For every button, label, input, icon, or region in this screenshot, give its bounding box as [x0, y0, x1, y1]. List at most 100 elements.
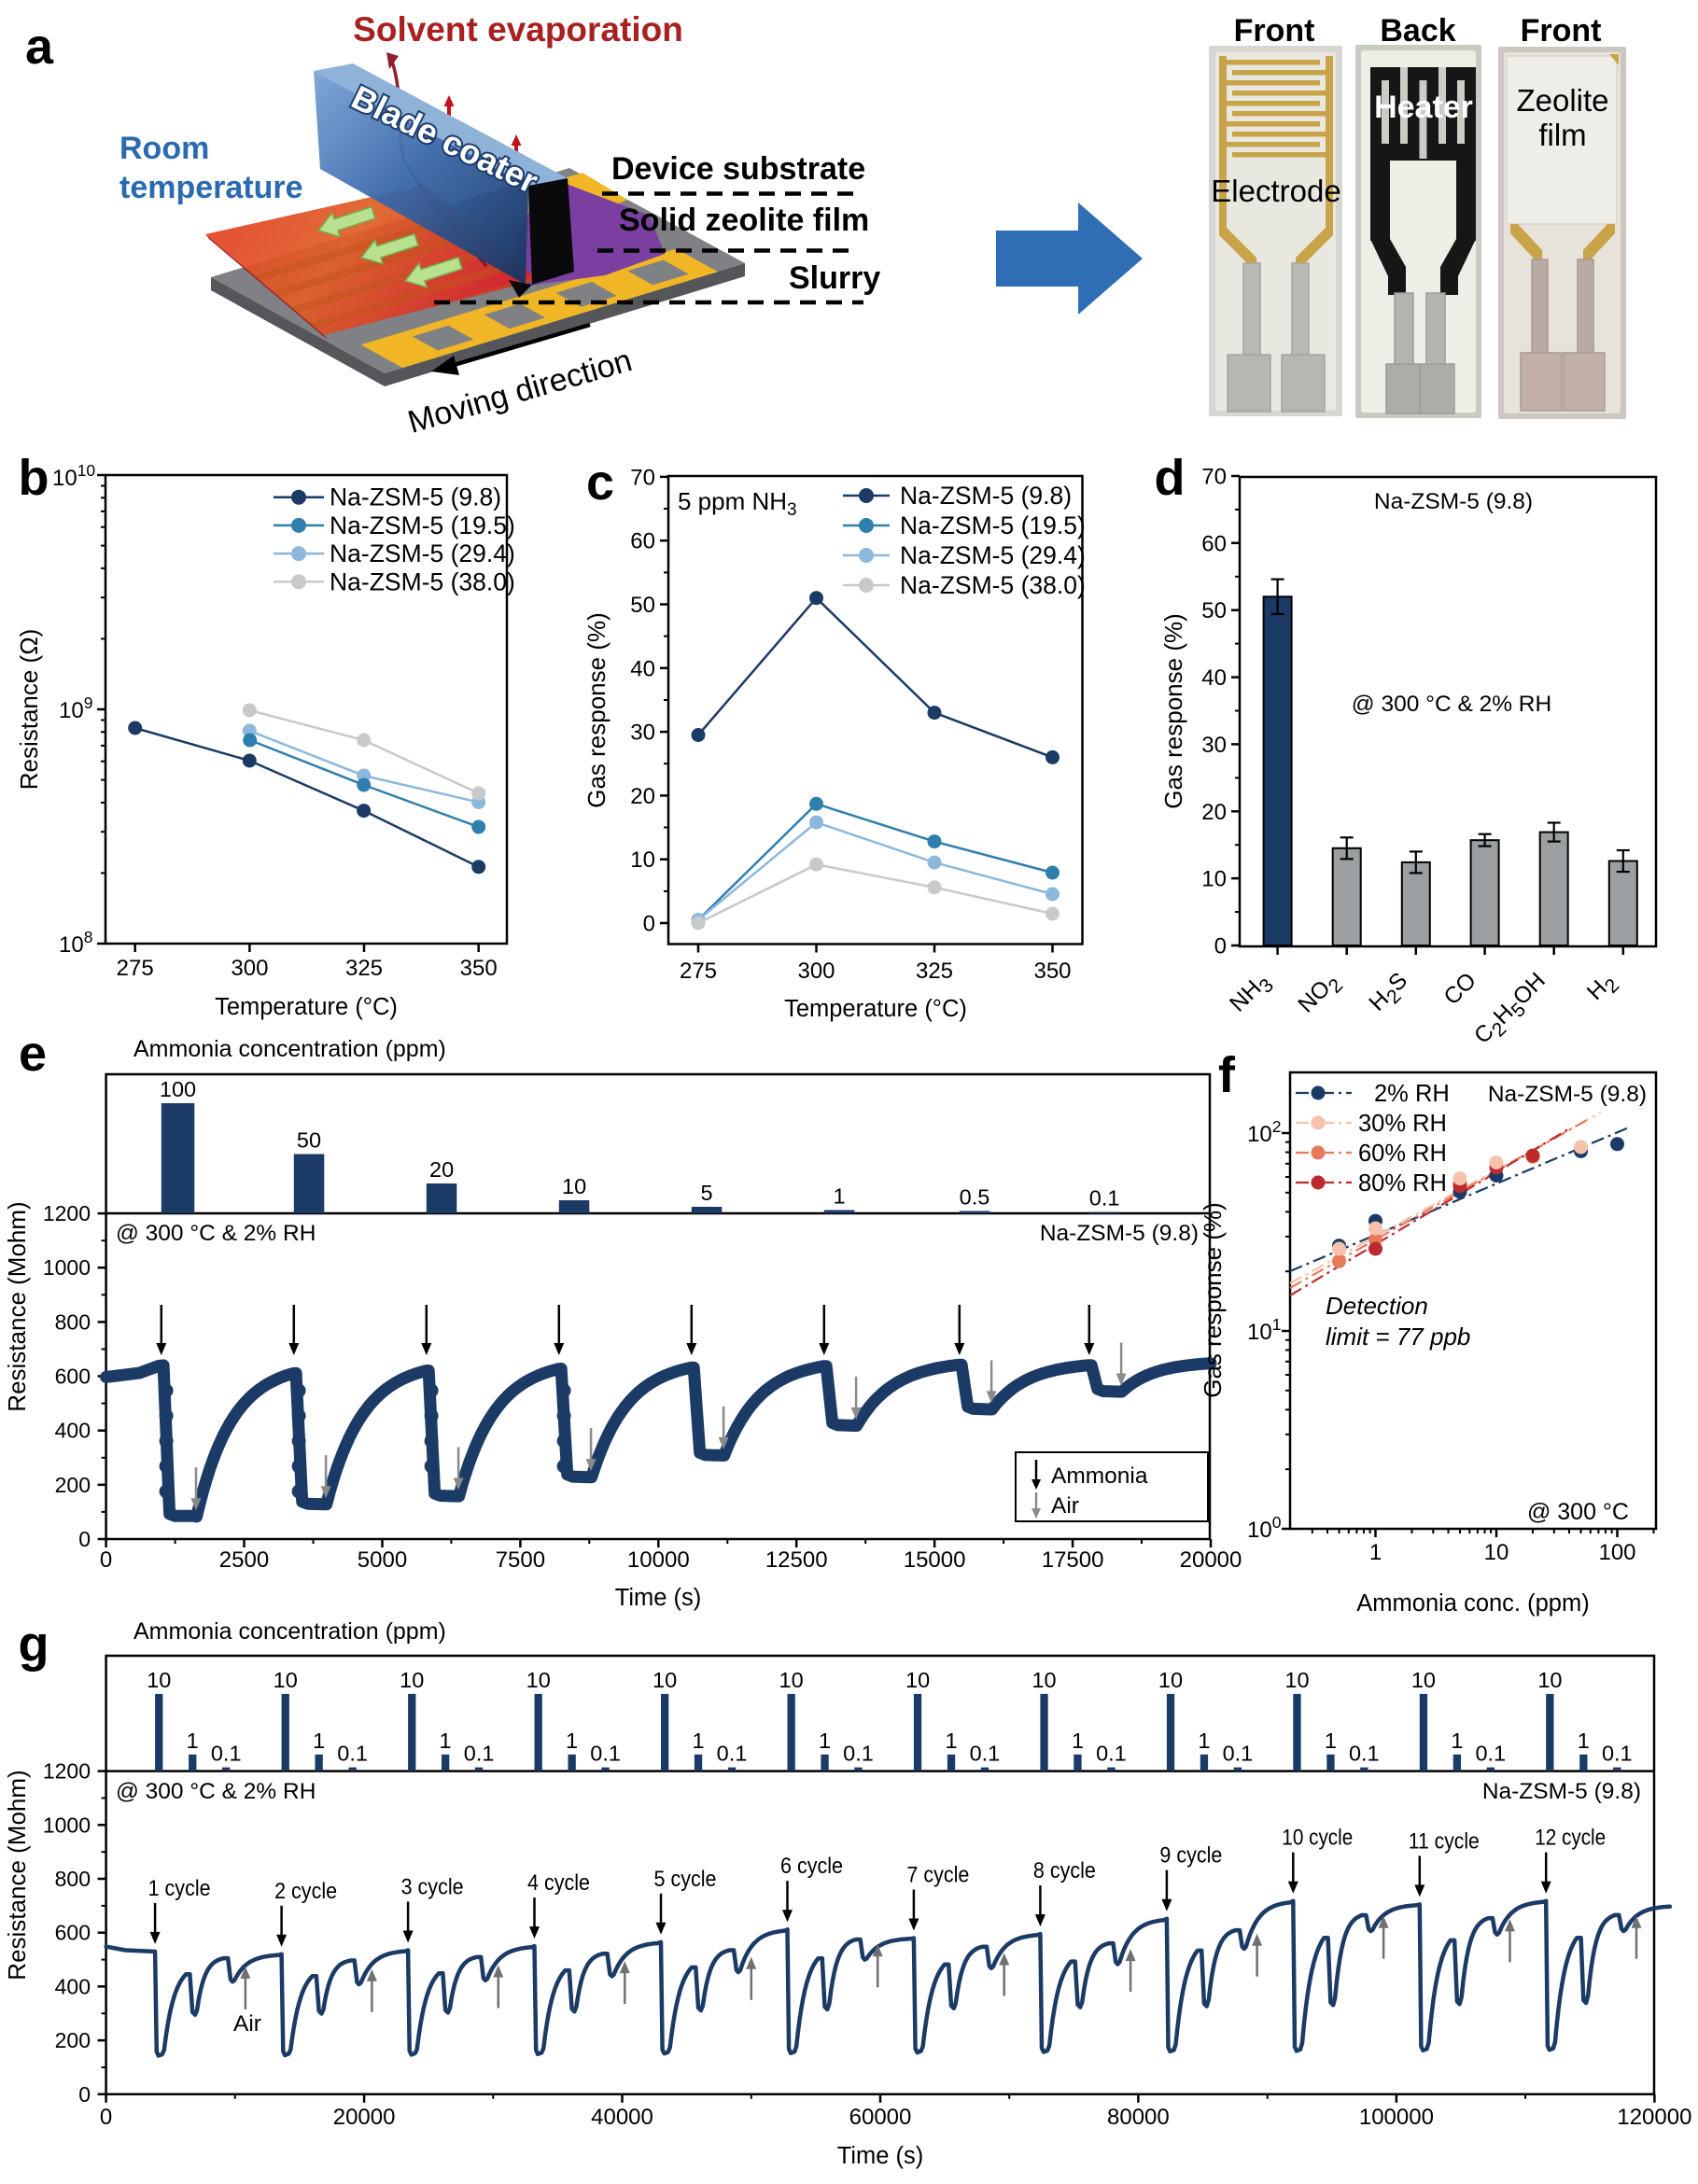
svg-text:60: 60 [1201, 531, 1227, 556]
svg-text:275: 275 [680, 959, 717, 984]
svg-text:1: 1 [566, 1729, 578, 1753]
svg-text:50: 50 [297, 1128, 321, 1153]
svg-text:b: b [19, 450, 49, 506]
svg-text:10: 10 [1484, 1540, 1509, 1565]
svg-text:1: 1 [1198, 1729, 1210, 1753]
svg-text:10: 10 [653, 1668, 677, 1692]
svg-text:1: 1 [945, 1729, 957, 1753]
svg-text:11 cycle: 11 cycle [1409, 1828, 1480, 1854]
svg-text:2 cycle: 2 cycle [274, 1879, 337, 1904]
svg-text:0.1: 0.1 [1349, 1742, 1380, 1766]
svg-text:20: 20 [1201, 800, 1227, 825]
svg-text:0: 0 [100, 1547, 112, 1573]
svg-text:30: 30 [630, 721, 655, 746]
svg-text:0.1: 0.1 [590, 1742, 621, 1766]
svg-text:10: 10 [400, 1668, 424, 1692]
svg-text:@ 300 °C: @ 300 °C [1527, 1499, 1629, 1525]
svg-text:600: 600 [55, 1365, 91, 1389]
svg-text:5000: 5000 [358, 1547, 407, 1573]
svg-text:Resistance (Ω): Resistance (Ω) [15, 629, 43, 791]
svg-text:0: 0 [643, 912, 655, 937]
svg-text:Front: Front [1234, 13, 1315, 49]
svg-text:1: 1 [313, 1729, 325, 1753]
svg-text:Device substrate: Device substrate [611, 151, 865, 187]
svg-text:40: 40 [630, 656, 655, 681]
svg-text:Na-ZSM-5 (9.8): Na-ZSM-5 (9.8) [1374, 489, 1533, 514]
svg-text:200: 200 [55, 1473, 91, 1497]
svg-text:Na-ZSM-5 (38.0): Na-ZSM-5 (38.0) [900, 571, 1086, 599]
svg-text:5 ppm NH3: 5 ppm NH3 [678, 487, 797, 520]
svg-text:Electrode: Electrode [1211, 174, 1340, 208]
svg-text:Na-ZSM-5 (19.5): Na-ZSM-5 (19.5) [900, 511, 1086, 539]
svg-text:6 cycle: 6 cycle [780, 1854, 843, 1879]
svg-text:c: c [586, 455, 614, 511]
svg-text:Time (s): Time (s) [837, 2143, 924, 2169]
svg-text:Ammonia: Ammonia [1051, 1463, 1148, 1489]
svg-text:0.1: 0.1 [464, 1742, 495, 1766]
svg-text:Air: Air [233, 2011, 261, 2037]
svg-text:Detection: Detection [1326, 1292, 1428, 1320]
svg-text:Temperature (°C): Temperature (°C) [215, 994, 398, 1020]
svg-text:0: 0 [78, 2082, 91, 2107]
svg-text:325: 325 [345, 956, 383, 981]
svg-text:Resistance (Mohm): Resistance (Mohm) [3, 1201, 31, 1411]
svg-text:f: f [1218, 1047, 1236, 1103]
svg-text:1: 1 [187, 1729, 199, 1753]
svg-text:100: 100 [160, 1077, 196, 1101]
svg-text:7 cycle: 7 cycle [906, 1863, 969, 1888]
svg-text:10: 10 [1201, 867, 1227, 892]
svg-text:Room: Room [119, 131, 209, 166]
svg-text:temperature: temperature [119, 170, 303, 205]
svg-text:g: g [19, 1617, 49, 1673]
svg-text:10: 10 [1537, 1668, 1562, 1692]
svg-text:12500: 12500 [765, 1547, 828, 1573]
svg-text:40000: 40000 [591, 2105, 653, 2130]
svg-text:Air: Air [1051, 1493, 1079, 1519]
svg-text:Zeolite: Zeolite [1516, 83, 1608, 118]
svg-text:1: 1 [1369, 1540, 1382, 1565]
svg-text:@ 300 °C & 2% RH: @ 300 °C & 2% RH [116, 1221, 316, 1246]
svg-text:30% RH: 30% RH [1358, 1111, 1447, 1137]
svg-text:300: 300 [797, 959, 835, 984]
svg-text:e: e [19, 1026, 47, 1082]
svg-text:Na-ZSM-5 (9.8): Na-ZSM-5 (9.8) [900, 482, 1072, 510]
svg-text:1: 1 [693, 1729, 705, 1753]
svg-text:10: 10 [274, 1668, 298, 1692]
svg-text:1200: 1200 [43, 1201, 91, 1225]
svg-text:1: 1 [1072, 1729, 1084, 1753]
svg-text:0: 0 [1214, 934, 1227, 959]
svg-text:d: d [1155, 450, 1186, 506]
svg-text:0.1: 0.1 [1475, 1742, 1506, 1766]
svg-text:10000: 10000 [627, 1547, 690, 1573]
svg-text:60000: 60000 [849, 2105, 912, 2130]
svg-text:120000: 120000 [1617, 2105, 1691, 2130]
svg-text:400: 400 [55, 1974, 91, 1998]
svg-text:5: 5 [701, 1181, 713, 1205]
svg-text:10: 10 [905, 1668, 930, 1692]
svg-text:Solvent evaporation: Solvent evaporation [353, 10, 683, 49]
svg-text:10: 10 [1158, 1668, 1183, 1692]
svg-text:Ammonia concentration (ppm): Ammonia concentration (ppm) [133, 1036, 446, 1062]
svg-text:1000: 1000 [43, 1813, 91, 1837]
svg-text:Resistance (Mohm): Resistance (Mohm) [3, 1770, 31, 1980]
svg-text:Na-ZSM-5 (9.8): Na-ZSM-5 (9.8) [1482, 1779, 1641, 1804]
svg-text:0.1: 0.1 [1096, 1742, 1127, 1766]
svg-text:Temperature (°C): Temperature (°C) [784, 996, 967, 1022]
svg-text:300: 300 [231, 956, 268, 981]
svg-text:0.1: 0.1 [1089, 1186, 1120, 1211]
svg-text:Front: Front [1521, 13, 1602, 49]
svg-text:2500: 2500 [219, 1547, 269, 1573]
svg-text:0: 0 [100, 2105, 112, 2130]
svg-text:@ 300 °C & 2% RH: @ 300 °C & 2% RH [116, 1779, 316, 1804]
svg-text:Slurry: Slurry [789, 260, 880, 296]
svg-text:Gas response (%): Gas response (%) [1199, 1202, 1227, 1398]
svg-text:Ammonia concentration (ppm): Ammonia concentration (ppm) [133, 1618, 446, 1645]
svg-text:limit = 77 ppb: limit = 77 ppb [1326, 1323, 1470, 1351]
svg-text:80000: 80000 [1107, 2105, 1170, 2130]
svg-text:10: 10 [630, 847, 655, 873]
svg-text:Na-ZSM-5 (38.0): Na-ZSM-5 (38.0) [330, 567, 515, 595]
svg-text:Time (s): Time (s) [615, 1585, 702, 1611]
svg-text:50: 50 [630, 593, 655, 618]
svg-text:600: 600 [55, 1921, 91, 1945]
svg-text:10 cycle: 10 cycle [1282, 1826, 1353, 1851]
